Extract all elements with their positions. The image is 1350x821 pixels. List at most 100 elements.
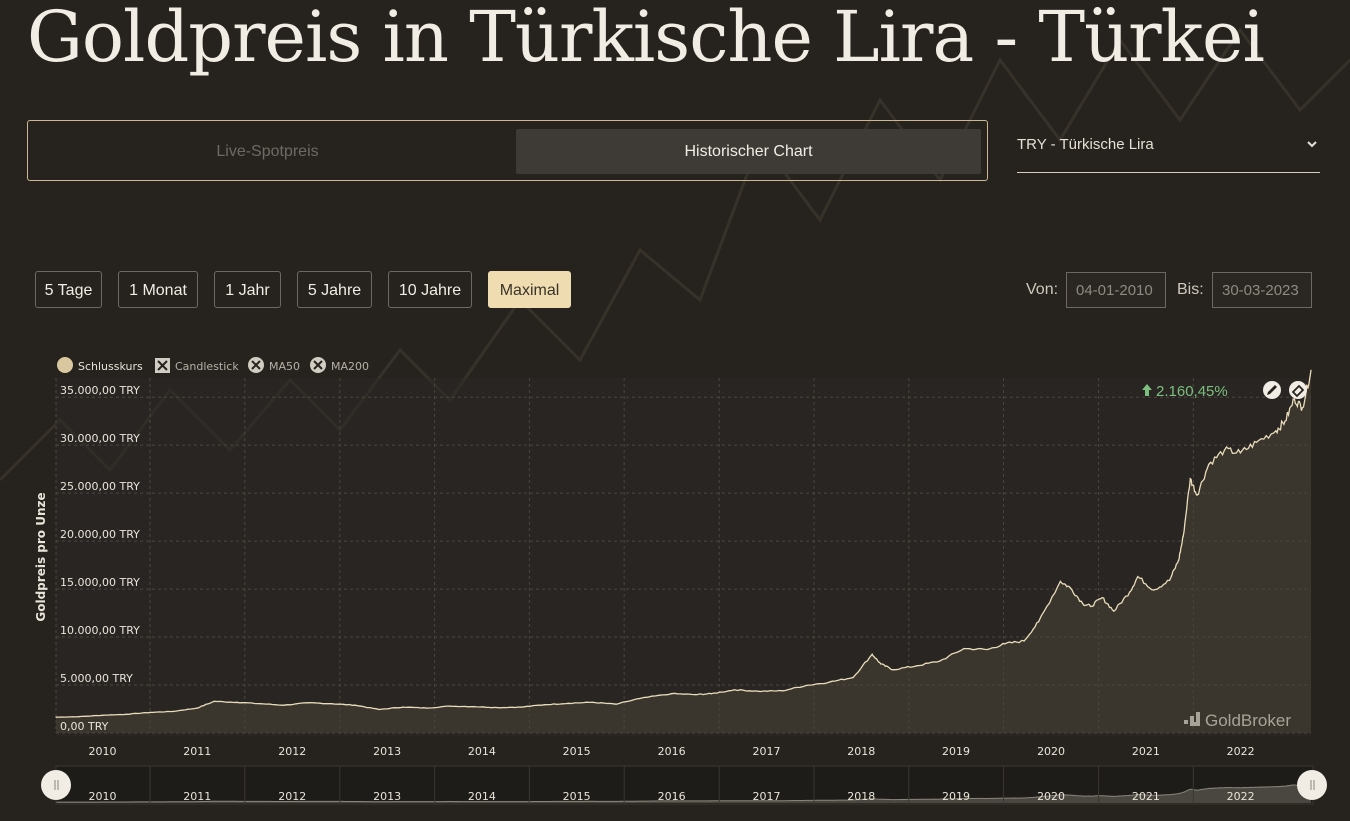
data-point [1081,602,1084,605]
watermark-text: GoldBroker [1205,711,1291,730]
data-point [939,660,941,662]
data-point [694,693,697,696]
data-point [149,711,152,714]
data-point [1275,430,1277,432]
data-point [235,701,238,704]
date-from-label: Von: [1026,281,1059,298]
data-point [1069,587,1072,589]
y-tick-label: 10.000,00 TRY [60,624,140,637]
data-point [259,702,262,705]
y-tick-label: 35.000,00 TRY [60,384,140,397]
data-point [1207,463,1210,466]
x-tick-label: 2020 [1037,745,1065,758]
navigator-tick-label: 2018 [847,790,875,803]
navigator-handle-right[interactable] [1297,770,1327,800]
x-tick-label: 2010 [88,745,116,758]
tab-historischer-chart[interactable]: Historischer Chart [516,129,981,174]
data-point [520,706,523,708]
x-tick-label: 2019 [942,745,970,758]
y-axis-ticks: 0,00 TRY 5.000,00 TRY 10.000,00 TRY 15.000,… [60,384,140,733]
change-percentage: 2.160,45% [1156,383,1228,400]
data-point [473,705,475,708]
data-point [1284,420,1286,423]
navigator-tick-label: 2010 [88,790,116,803]
data-point [307,702,309,704]
currency-select-value: TRY - Türkische Lira [1017,136,1154,153]
navigator-series-line [56,782,1312,803]
data-point [638,697,641,700]
mode-tabs: Live-Spotpreis Historischer Chart [27,120,988,181]
x-tick-label: 2013 [373,745,401,758]
navigator-handle-left[interactable] [41,770,71,800]
data-point [1128,591,1131,593]
navigator-tick-label: 2020 [1037,790,1065,803]
data-point [1255,441,1258,444]
x-tick-label: 2014 [468,745,496,758]
data-point [591,701,594,704]
data-point [1152,589,1155,591]
data-point [425,707,428,709]
series-area-fill [56,370,1311,733]
data-point [670,692,673,695]
chevron-down-icon [1307,141,1317,148]
range-button-5-jahre[interactable]: 5 Jahre [297,271,372,308]
range-button-10-jahre[interactable]: 10 Jahre [388,271,472,308]
change-badge: 2.160,45% [1142,383,1228,400]
legend-label-schlusskurs: Schlusskurs [78,360,143,373]
legend-item-candlestick[interactable]: Candlestick [155,358,239,373]
data-point [805,684,807,687]
data-point [1089,605,1092,608]
date-to-label: Bis: [1177,281,1204,298]
range-button-maximal[interactable]: Maximal [488,271,571,308]
page-title: Goldpreis in Türkische Lira - Türkei [27,0,1265,78]
data-point [1293,398,1296,400]
data-point [1239,452,1242,454]
y-tick-label: 0,00 TRY [60,720,109,733]
eraser-icon[interactable] [1289,381,1307,399]
navigator-tick-label: 2022 [1227,790,1255,803]
gold-price-chart: Schlusskurs Candlestick MA50 MA200 0,00 … [34,357,1327,805]
data-point [1196,494,1198,496]
data-point [1137,575,1139,578]
navigator-tick-label: 2011 [183,790,211,803]
legend-item-ma50[interactable]: MA50 [248,357,300,373]
data-point [1037,620,1040,623]
legend-item-schlusskurs[interactable]: Schlusskurs [57,357,143,373]
goldbroker-logo-icon [1184,712,1200,726]
data-point [567,702,570,705]
pencil-icon[interactable] [1263,381,1281,399]
tab-live-spotpreis[interactable]: Live-Spotpreis [216,143,319,160]
navigator-tick-label: 2021 [1132,790,1160,803]
data-point [916,665,918,667]
data-point [1189,477,1192,480]
data-point [757,690,760,693]
data-point [172,710,175,713]
x-tick-label: 2016 [658,745,686,758]
navigator-tick-label: 2017 [752,790,780,803]
legend-item-ma200[interactable]: MA200 [310,357,369,373]
range-button-1-jahr[interactable]: 1 Jahr [214,271,281,308]
date-to-input[interactable] [1212,272,1312,308]
legend-label-ma50: MA50 [269,360,300,373]
navigator-tick-label: 2019 [942,790,970,803]
series-line-schlusskurs [55,370,1312,718]
legend-label-candlestick: Candlestick [175,360,239,373]
y-tick-label: 20.000,00 TRY [60,528,140,541]
navigator-series-area [56,783,1311,803]
data-point [615,703,617,705]
data-point [77,715,80,718]
date-from-input[interactable] [1066,272,1166,308]
range-button-1-monat[interactable]: 1 Monat [118,271,198,308]
navigator-tick-label: 2016 [658,790,686,803]
chart-navigator[interactable]: 2010 2011 2012 2013 2014 2015 2016 2017 2018 2019… [41,765,1327,805]
chart-legend: Schlusskurs Candlestick MA50 MA200 [57,357,369,373]
data-point [543,703,546,706]
data-point [1177,559,1180,562]
x-tick-label: 2021 [1132,745,1160,758]
currency-select[interactable]: TRY - Türkische Lira [1017,126,1320,173]
data-point [402,706,404,708]
navigator-tick-label: 2012 [278,790,306,803]
y-tick-label: 15.000,00 TRY [60,576,140,589]
data-point [449,705,451,707]
range-button-5-tage[interactable]: 5 Tage [35,271,102,308]
